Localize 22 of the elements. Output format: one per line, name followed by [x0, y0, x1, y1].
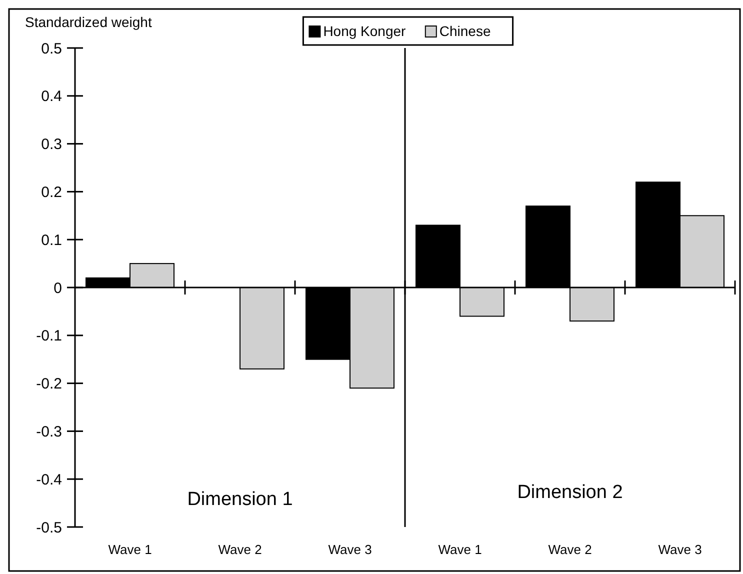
- annotation: Dimension 1: [187, 489, 293, 510]
- x-tick-label: Wave 2: [218, 542, 262, 557]
- y-tick-label: 0.1: [41, 232, 62, 249]
- y-tick-label: -0.4: [36, 471, 62, 488]
- y-tick-label: -0.3: [36, 423, 62, 440]
- x-tick-label: Wave 3: [328, 542, 372, 557]
- y-tick-label: 0.5: [41, 40, 62, 58]
- y-tick-label: -0.5: [36, 519, 62, 536]
- legend-label: Chinese: [439, 23, 491, 39]
- y-tick-label: 0: [54, 280, 62, 297]
- y-tick-label: 0.4: [41, 88, 62, 106]
- x-tick-label: Wave 1: [108, 542, 152, 557]
- x-tick-label: Wave 3: [658, 542, 702, 557]
- y-tick-label: 0.2: [41, 184, 62, 201]
- annotation: Dimension 2: [517, 482, 623, 503]
- legend-label: Hong Konger: [323, 23, 406, 39]
- x-tick-label: Wave 2: [548, 542, 592, 557]
- y-tick-label: -0.2: [36, 376, 62, 393]
- y-tick-label: 0.3: [41, 136, 62, 154]
- y-axis-title: Standardized weight: [25, 14, 152, 30]
- x-tick-label: Wave 1: [438, 542, 482, 557]
- y-tick-label: -0.1: [36, 328, 62, 345]
